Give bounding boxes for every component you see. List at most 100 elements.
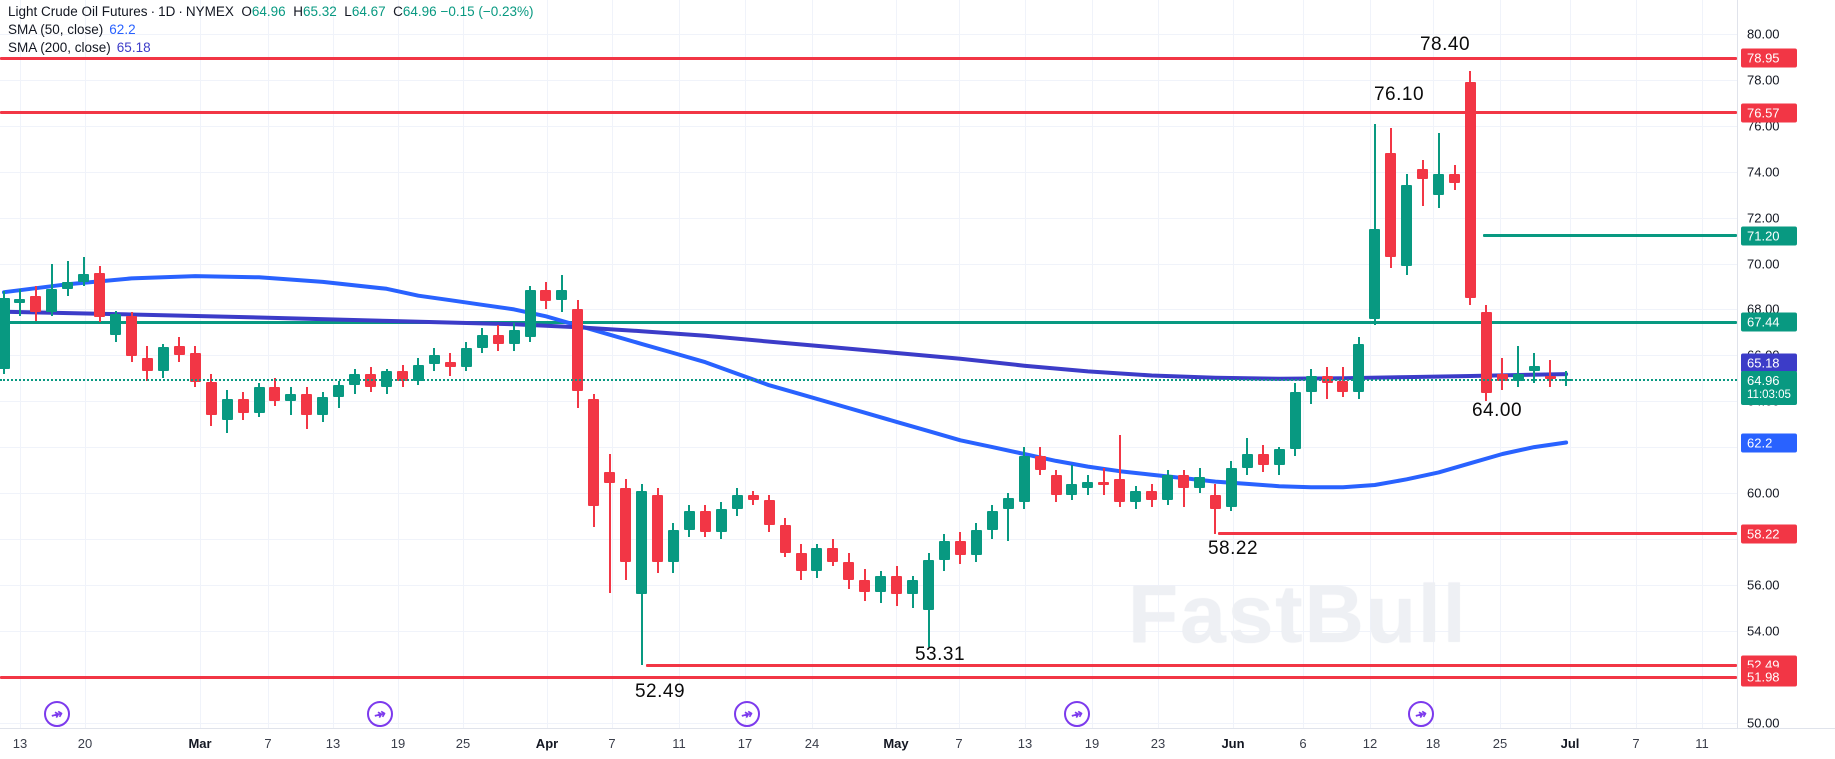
price-level-line-52.49[interactable] bbox=[646, 663, 1737, 667]
candle-wick bbox=[1517, 346, 1520, 388]
price-level-line-51.98[interactable] bbox=[0, 675, 1737, 679]
candle-may-5 bbox=[923, 559, 935, 611]
horizontal-gridline bbox=[0, 34, 1737, 35]
candle-feb-14 bbox=[30, 295, 42, 312]
price-tick-56.00: 56.00 bbox=[1747, 577, 1780, 593]
rollover-double-arrow-icon[interactable]: ↠ bbox=[1408, 701, 1434, 727]
candle-mar-25 bbox=[460, 348, 472, 367]
time-tick-7: 7 bbox=[955, 736, 963, 751]
candle-feb-13 bbox=[14, 299, 26, 303]
candle-apr-25 bbox=[827, 548, 839, 562]
double-arrow-glyph: ↠ bbox=[739, 704, 755, 724]
price-change: −0.15 (−0.23%) bbox=[440, 4, 534, 19]
time-tick-19: 19 bbox=[1084, 736, 1100, 751]
candle-feb-25 bbox=[141, 357, 153, 372]
candle-mar-19 bbox=[397, 371, 408, 381]
vertical-gridline bbox=[1233, 0, 1234, 728]
price-annotation-76.10: 76.10 bbox=[1373, 84, 1425, 105]
candle-may-16 bbox=[1066, 483, 1078, 496]
time-tick-24: 24 bbox=[804, 736, 820, 751]
candle-apr-15 bbox=[699, 511, 711, 533]
candle-wick bbox=[1182, 470, 1185, 507]
candle-feb-21 bbox=[110, 314, 122, 335]
indicator-row-sma200[interactable]: SMA (200, close) 65.18 bbox=[8, 39, 534, 57]
candle-feb-17 bbox=[46, 288, 58, 312]
time-tick-Jul: Jul bbox=[1560, 736, 1580, 751]
price-level-line-58.22[interactable] bbox=[1218, 532, 1737, 536]
vertical-gridline bbox=[333, 0, 334, 728]
candle-jun-5 bbox=[1273, 449, 1285, 466]
price-axis[interactable]: 80.0078.0076.0074.0072.0070.0068.0066.00… bbox=[1737, 0, 1835, 730]
rollover-double-arrow-icon[interactable]: ↠ bbox=[367, 701, 393, 727]
price-annotation-53.31: 53.31 bbox=[914, 644, 966, 665]
candle-mar-7 bbox=[269, 387, 281, 402]
horizontal-gridline bbox=[0, 493, 1737, 495]
rollover-double-arrow-icon[interactable]: ↠ bbox=[1064, 701, 1090, 727]
price-tick-80.00: 80.00 bbox=[1747, 26, 1780, 42]
price-badge-64.96: 64.96 11:03:05 bbox=[1741, 371, 1797, 406]
price-level-line-78.95[interactable] bbox=[0, 56, 1737, 60]
candle-wick bbox=[1070, 465, 1073, 500]
time-tick-13: 13 bbox=[1017, 736, 1033, 751]
candle-jun-2 bbox=[1225, 467, 1237, 507]
candle-wick bbox=[608, 454, 611, 593]
horizontal-gridline bbox=[0, 355, 1737, 357]
moving-average-lines bbox=[2, 274, 1569, 490]
ohlc-open: O64.96 bbox=[241, 4, 286, 19]
ohlc-low: L64.67 bbox=[344, 4, 386, 19]
candle-jun-24 bbox=[1480, 311, 1492, 394]
candle-apr-18 bbox=[747, 495, 759, 500]
vertical-gridline bbox=[1303, 0, 1304, 728]
price-badge-78.95: 78.95 bbox=[1741, 48, 1797, 68]
price-tick-72.00: 72.00 bbox=[1747, 210, 1780, 226]
candle-apr-11 bbox=[667, 529, 679, 562]
time-tick-7: 7 bbox=[1632, 736, 1640, 751]
candle-feb-12 bbox=[0, 297, 10, 370]
vertical-gridline bbox=[959, 0, 960, 728]
candle-mar-6 bbox=[253, 387, 265, 413]
time-tick-23: 23 bbox=[1150, 736, 1166, 751]
price-level-line-67.44[interactable] bbox=[0, 320, 1737, 324]
price-tick-60.00: 60.00 bbox=[1747, 485, 1780, 501]
candle-jun-17 bbox=[1401, 185, 1413, 266]
vertical-gridline bbox=[812, 0, 813, 728]
candle-mar-13 bbox=[333, 385, 345, 397]
candle-jun-16 bbox=[1385, 153, 1397, 257]
time-axis[interactable]: 13 20 Mar 7 13 19 25 Apr 7 11 17 24 May 7 13 19 23 Jun 6 12… bbox=[0, 728, 1835, 759]
candle-jun-25 bbox=[1496, 373, 1508, 381]
candle-may-19 bbox=[1082, 481, 1094, 489]
candle-may-21 bbox=[1114, 479, 1126, 503]
candle-apr-8 bbox=[620, 488, 632, 562]
time-tick-12: 12 bbox=[1362, 736, 1378, 751]
rollover-double-arrow-icon[interactable]: ↠ bbox=[44, 701, 70, 727]
vertical-gridline bbox=[1158, 0, 1159, 728]
price-level-line-76.57[interactable] bbox=[0, 111, 1737, 115]
indicator-row-sma50[interactable]: SMA (50, close) 62.2 bbox=[8, 21, 534, 39]
time-tick-6: 6 bbox=[1299, 736, 1307, 751]
candle-may-28 bbox=[1178, 474, 1190, 489]
price-tick-78.00: 78.00 bbox=[1747, 72, 1780, 88]
indicator-value: 65.18 bbox=[116, 40, 151, 55]
candle-feb-19 bbox=[78, 273, 90, 282]
candle-jun-11 bbox=[1337, 380, 1349, 393]
symbol-exchange: NYMEX bbox=[185, 4, 234, 19]
time-tick-11: 11 bbox=[1695, 736, 1709, 751]
candle-may-12 bbox=[1002, 497, 1014, 510]
candle-mar-21 bbox=[428, 355, 440, 365]
price-level-line-71.2[interactable] bbox=[1483, 234, 1737, 238]
symbol-row[interactable]: Light Crude Oil Futures · 1D · NYMEX O64.96 … bbox=[8, 4, 534, 19]
candle-mar-20 bbox=[412, 364, 424, 381]
candle-apr-29 bbox=[859, 580, 871, 592]
candle-mar-10 bbox=[285, 394, 297, 402]
candle-may-23 bbox=[1146, 490, 1158, 500]
candle-may-27 bbox=[1162, 474, 1174, 500]
candle-feb-28 bbox=[189, 353, 201, 382]
double-arrow-glyph: ↠ bbox=[1413, 704, 1429, 724]
chart-plot-area[interactable]: FastBull 78.40 76.10 64.00 58.22 53.31 52.49 ↠… bbox=[0, 0, 1737, 728]
rollover-double-arrow-icon[interactable]: ↠ bbox=[734, 701, 760, 727]
candle-wick bbox=[1501, 357, 1504, 390]
candle-jun-6 bbox=[1289, 392, 1301, 450]
candle-may-20 bbox=[1098, 481, 1110, 485]
candle-wick bbox=[1118, 434, 1121, 507]
